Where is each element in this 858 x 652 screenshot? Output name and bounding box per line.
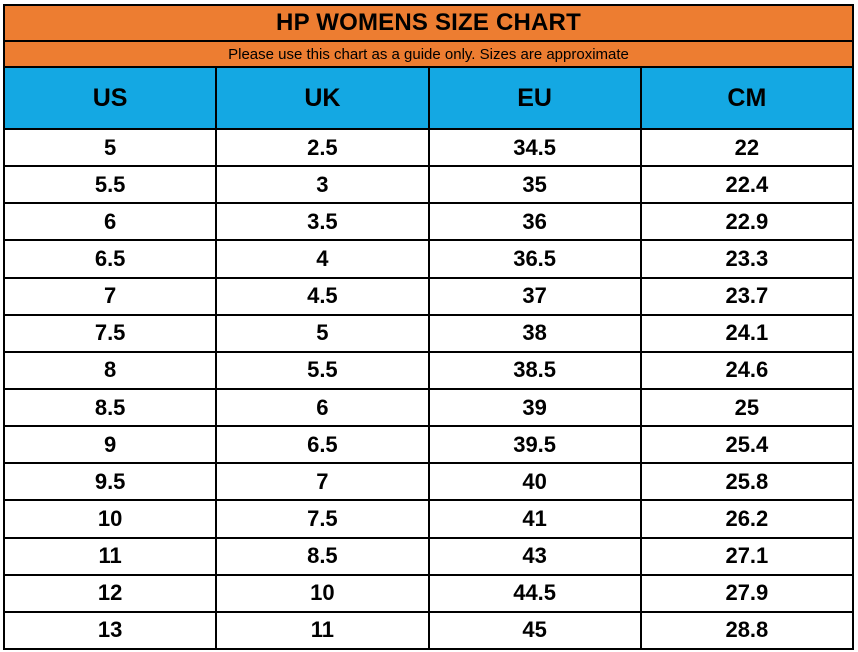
- cell-us: 7.5: [5, 315, 218, 351]
- table-row: 12 10 44.5 27.9: [5, 575, 852, 613]
- column-header-cm: CM: [727, 83, 767, 112]
- cell-uk: 6.5: [217, 427, 430, 463]
- cell-us: 13: [5, 612, 218, 648]
- table-row: 7.5 5 38 24.1: [5, 315, 852, 353]
- cell-uk: 4: [217, 241, 430, 277]
- cell-uk: 5.5: [217, 352, 430, 388]
- cell-us: 8.5: [5, 389, 218, 426]
- cell-cm: 22: [734, 134, 760, 160]
- table-row: 6 3.5 36 22.9: [5, 204, 852, 242]
- size-chart-table: HP WOMENS SIZE CHART Please use this cha…: [3, 4, 854, 650]
- cell-uk: 8.5: [217, 538, 430, 574]
- cell-cm: 27.1: [725, 543, 769, 569]
- cell-cm: 22.9: [725, 208, 769, 234]
- cell-eu: 45: [430, 612, 642, 648]
- cell-eu: 44.5: [430, 575, 642, 611]
- table-row: 6.5 4 36.5 23.3: [5, 241, 852, 279]
- cell-us: 5.5: [5, 167, 218, 203]
- cell-eu: 40: [430, 464, 642, 500]
- column-header-us: US: [5, 68, 218, 128]
- table-row: 11 8.5 43 27.1: [5, 538, 852, 576]
- cell-eu: 37: [430, 278, 642, 314]
- cell-eu: 38: [430, 315, 642, 351]
- cell-us: 10: [5, 501, 218, 537]
- cell-cm: 22.4: [725, 171, 769, 197]
- cell-us: 9: [5, 427, 218, 463]
- cell-eu: 41: [430, 501, 642, 537]
- cell-us: 8: [5, 352, 218, 388]
- cell-us: 6.5: [5, 241, 218, 277]
- cell-eu: 38.5: [430, 352, 642, 388]
- cell-cm: 24.1: [725, 320, 769, 346]
- cell-us: 11: [5, 538, 218, 574]
- column-header-eu: EU: [430, 68, 642, 128]
- cell-eu: 36: [430, 204, 642, 240]
- column-header-uk: UK: [217, 68, 430, 128]
- cell-cm: 23.3: [725, 245, 769, 271]
- cell-eu: 39: [430, 389, 642, 426]
- table-row: 5.5 3 35 22.4: [5, 167, 852, 205]
- cell-eu: 43: [430, 538, 642, 574]
- cell-uk: 6: [217, 389, 430, 426]
- cell-cm: 26.2: [725, 505, 769, 531]
- cell-us: 12: [5, 575, 218, 611]
- cell-uk: 3.5: [217, 204, 430, 240]
- table-row: 5 2.5 34.5 22: [5, 130, 852, 168]
- cell-uk: 3: [217, 167, 430, 203]
- cell-uk: 2.5: [217, 130, 430, 166]
- cell-cm: 28.8: [725, 617, 769, 643]
- cell-uk: 5: [217, 315, 430, 351]
- cell-uk: 10: [217, 575, 430, 611]
- cell-uk: 7.5: [217, 501, 430, 537]
- column-header-row: US UK EU CM: [5, 68, 852, 130]
- cell-uk: 4.5: [217, 278, 430, 314]
- chart-subtitle: Please use this chart as a guide only. S…: [5, 42, 852, 68]
- cell-us: 6: [5, 204, 218, 240]
- chart-title: HP WOMENS SIZE CHART: [5, 6, 852, 42]
- table-row: 9.5 7 40 25.8: [5, 464, 852, 502]
- cell-us: 9.5: [5, 464, 218, 500]
- cell-eu: 34.5: [430, 130, 642, 166]
- cell-eu: 35: [430, 167, 642, 203]
- cell-cm: 25: [734, 394, 760, 420]
- table-body: 5 2.5 34.5 22 5.5 3 35 22.4 6 3.5 36 22.…: [5, 130, 852, 648]
- cell-uk: 7: [217, 464, 430, 500]
- table-row: 8 5.5 38.5 24.6: [5, 352, 852, 390]
- table-row: 9 6.5 39.5 25.4: [5, 427, 852, 465]
- cell-cm: 23.7: [725, 283, 769, 309]
- cell-cm: 24.6: [725, 357, 769, 383]
- cell-us: 7: [5, 278, 218, 314]
- cell-uk: 11: [217, 612, 430, 648]
- cell-us: 5: [5, 130, 218, 166]
- cell-cm: 27.9: [725, 580, 769, 606]
- cell-eu: 39.5: [430, 427, 642, 463]
- table-row: 7 4.5 37 23.7: [5, 278, 852, 316]
- cell-cm: 25.4: [725, 431, 769, 457]
- table-row: 13 11 45 28.8: [5, 612, 852, 648]
- cell-cm: 25.8: [725, 468, 769, 494]
- cell-eu: 36.5: [430, 241, 642, 277]
- table-row: 10 7.5 41 26.2: [5, 501, 852, 539]
- table-row: 8.5 6 39 25: [5, 389, 852, 428]
